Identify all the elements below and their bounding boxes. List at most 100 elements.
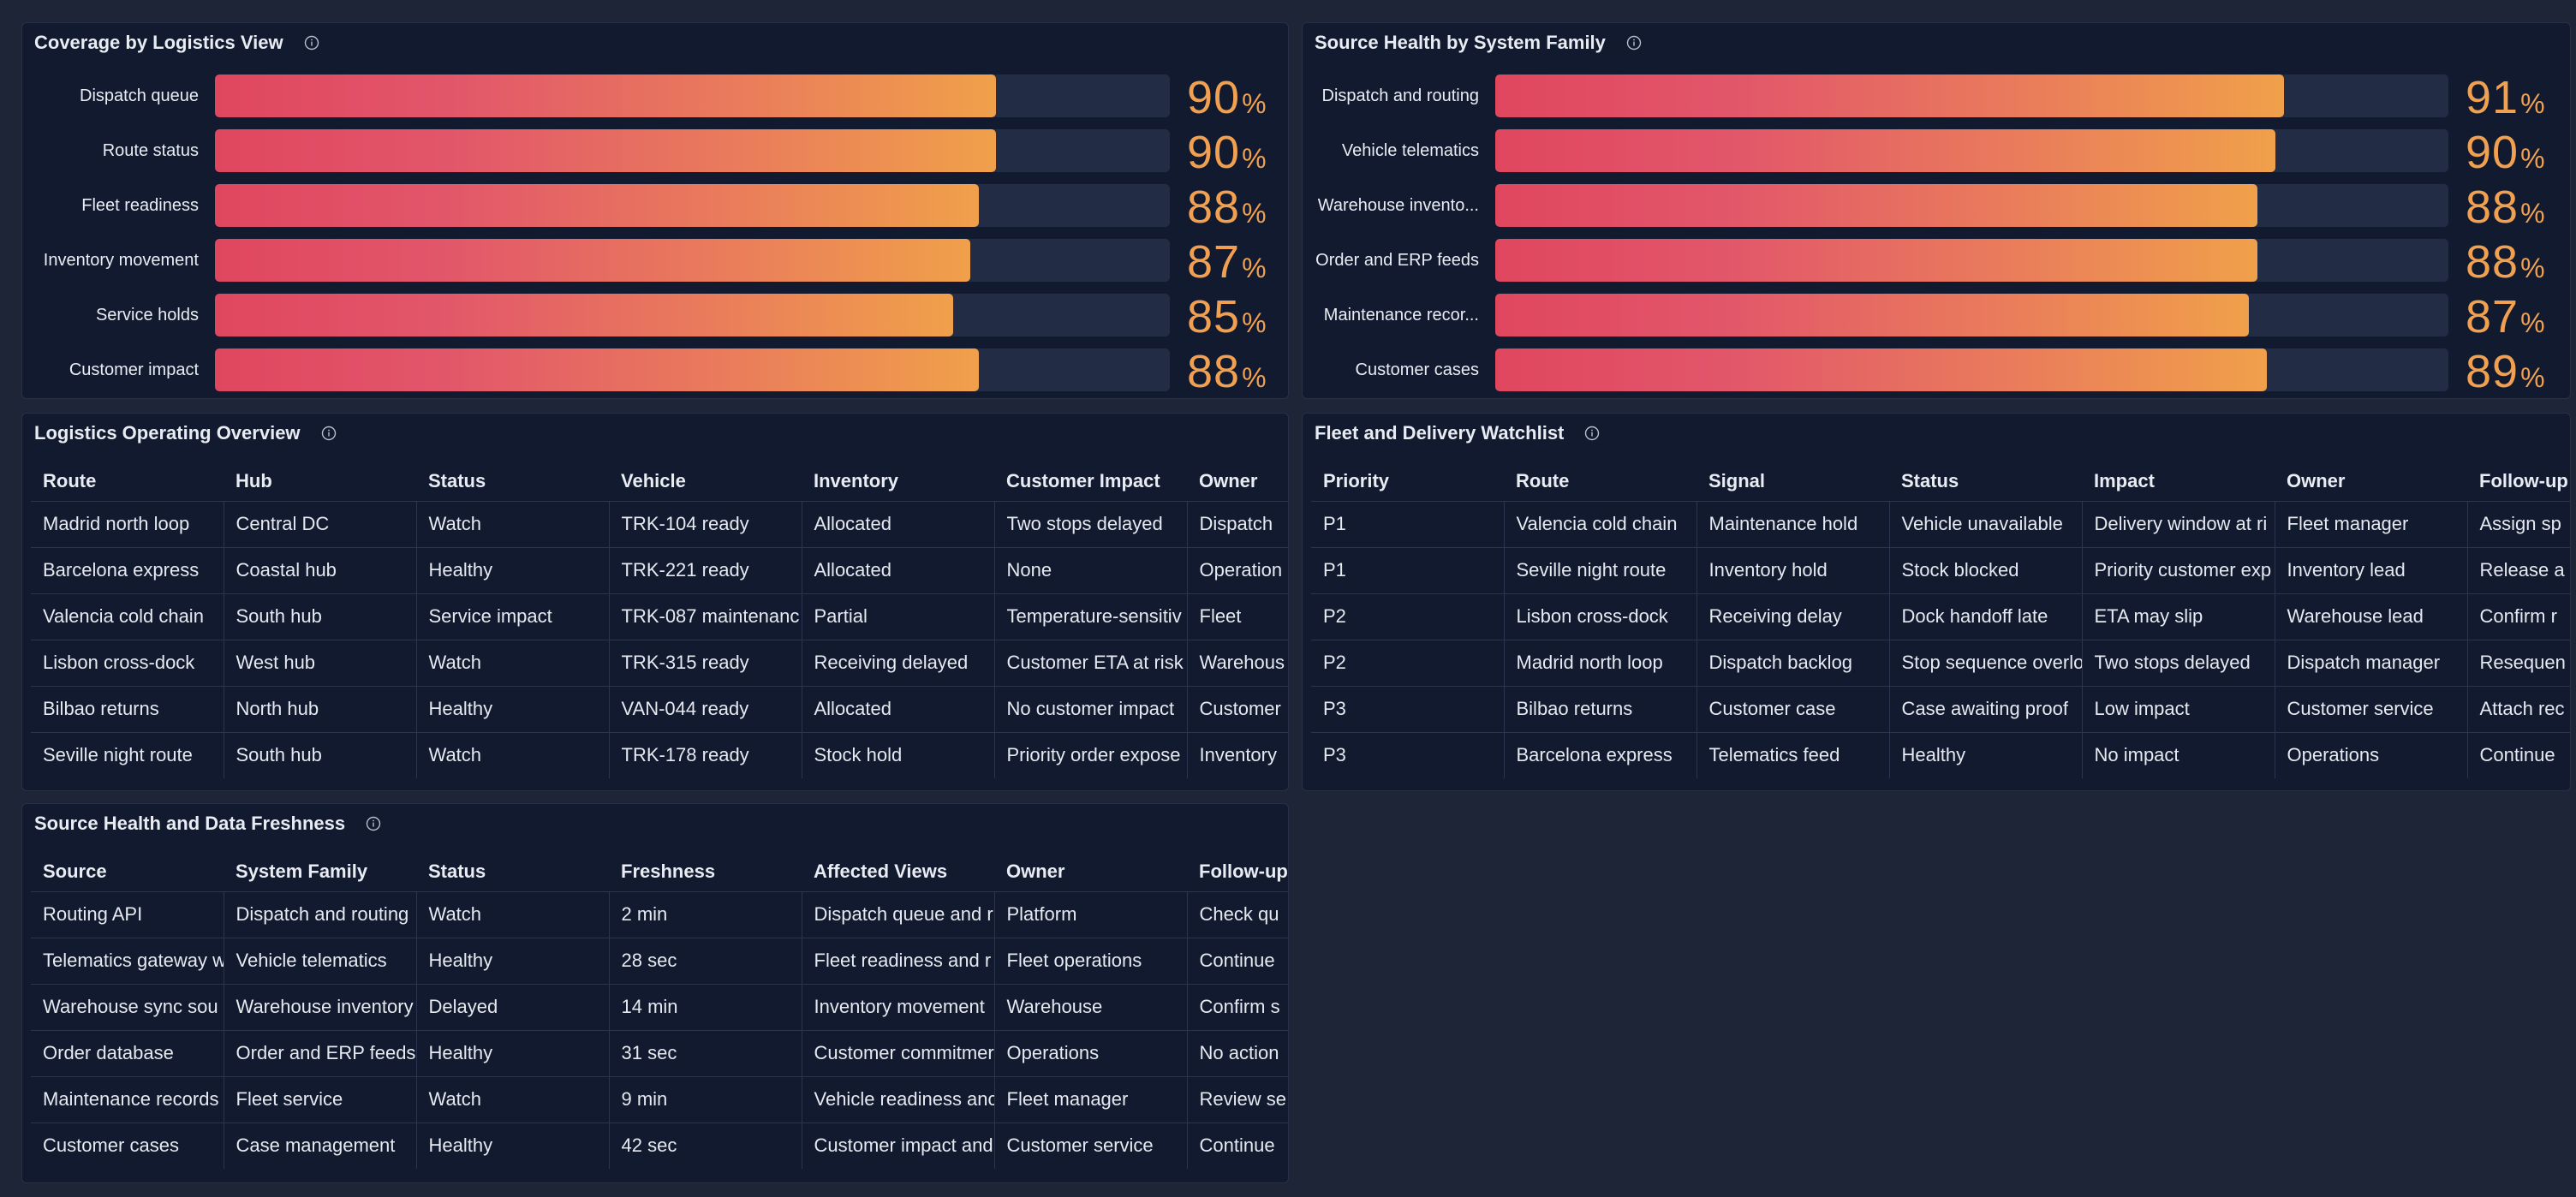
table-row[interactable]: P3 Bilbao returns Customer case Case awaiti…	[1311, 686, 2570, 733]
table-cell: Low impact	[2081, 686, 2275, 733]
table-row[interactable]: Barcelona express Coastal hub Healthy TRK-2…	[31, 547, 1288, 594]
table-row[interactable]: Madrid north loop Central DC Watch TRK-104 …	[31, 501, 1288, 548]
column-header[interactable]: Vehicle	[609, 458, 802, 502]
table-cell: Fleet operations	[993, 938, 1187, 985]
percent-sign: %	[1242, 143, 1267, 174]
column-header[interactable]: Source	[31, 849, 224, 892]
table-cell: Warehouse sync sou	[31, 984, 224, 1031]
table-cell: Release a	[2466, 547, 2570, 594]
table-cell: Dispatch queue and r	[801, 891, 994, 938]
table-cell: Telematics gateway w	[31, 938, 224, 985]
bar-label: Dispatch and routing	[1321, 86, 1479, 105]
table-cell: Operation	[1186, 547, 1288, 594]
bar-row: Inventory movement 87%	[22, 239, 1288, 285]
overview-table: Route Hub Status Vehicle Inventory Customer I…	[31, 458, 1288, 778]
table-row[interactable]: Warehouse sync sou Warehouse inventory Del…	[31, 984, 1288, 1031]
column-header[interactable]: Signal	[1696, 458, 1889, 502]
bar-value-number: 87	[1187, 236, 1241, 288]
column-header[interactable]: Owner	[994, 849, 1187, 892]
column-header[interactable]: Owner	[1187, 458, 1288, 502]
bar-value: 90%	[1187, 129, 1267, 176]
bar-label: Fleet readiness	[81, 196, 199, 215]
table-cell: P1	[1311, 501, 1504, 548]
table-cell: Routing API	[31, 891, 224, 938]
table-cell: Customer	[1186, 686, 1288, 733]
table-cell: 31 sec	[608, 1030, 802, 1077]
bar-fill	[1495, 294, 2250, 336]
column-header[interactable]: Impact	[2082, 458, 2275, 502]
info-icon[interactable]	[1584, 426, 1600, 441]
table-row[interactable]: Routing API Dispatch and routing Watch 2 mi…	[31, 891, 1288, 938]
bar-value-number: 90	[1187, 72, 1241, 123]
table-cell: Fleet	[1186, 593, 1288, 640]
bar-track	[1495, 294, 2448, 336]
column-header[interactable]: Owner	[2275, 458, 2467, 502]
column-header[interactable]: Status	[416, 458, 609, 502]
table-cell: Delayed	[415, 984, 609, 1031]
bar-row: Warehouse invento... 88%	[1303, 184, 2570, 230]
column-header[interactable]: System Family	[224, 849, 416, 892]
bar-label: Route status	[102, 141, 199, 160]
bar-value-number: 85	[1187, 291, 1241, 342]
table-cell: Inventory	[1186, 732, 1288, 778]
table-cell: P1	[1311, 547, 1504, 594]
table-cell: Check qu	[1186, 891, 1288, 938]
percent-sign: %	[1242, 362, 1267, 393]
bar-fill	[1495, 129, 2275, 172]
bar-track	[215, 129, 1170, 172]
column-header[interactable]: Follow-up	[1187, 849, 1288, 892]
table-row[interactable]: Bilbao returns North hub Healthy VAN-044 re…	[31, 686, 1288, 733]
table-cell: Case awaiting proof	[1888, 686, 2082, 733]
table-cell: P3	[1311, 686, 1504, 733]
bar-fill	[1495, 348, 2267, 391]
table-row[interactable]: Valencia cold chain South hub Service impa…	[31, 593, 1288, 640]
info-icon[interactable]	[366, 816, 381, 831]
table-cell: Customer case	[1696, 686, 1889, 733]
column-header[interactable]: Route	[1504, 458, 1696, 502]
column-header[interactable]: Follow-up	[2467, 458, 2570, 502]
table-cell: Maintenance records	[31, 1076, 224, 1123]
column-header[interactable]: Status	[1889, 458, 2082, 502]
bar-value-number: 87	[2466, 291, 2519, 342]
table-header-row: Route Hub Status Vehicle Inventory Customer I…	[31, 458, 1288, 502]
panel-title: Fleet and Delivery Watchlist	[1315, 422, 1565, 444]
table-cell: Telematics feed	[1696, 732, 1889, 778]
column-header[interactable]: Hub	[224, 458, 416, 502]
column-header[interactable]: Freshness	[609, 849, 802, 892]
column-header[interactable]: Priority	[1311, 458, 1504, 502]
info-icon[interactable]	[321, 426, 337, 441]
percent-sign: %	[2520, 143, 2546, 174]
table-row[interactable]: P2 Lisbon cross-dock Receiving delay Dock h…	[1311, 593, 2570, 640]
table-cell: Receiving delayed	[801, 640, 994, 687]
bar-fill	[215, 74, 997, 117]
table-row[interactable]: P2 Madrid north loop Dispatch backlog Stop …	[1311, 640, 2570, 687]
table-cell: Priority customer exp	[2081, 547, 2275, 594]
bar-value: 90%	[1187, 74, 1267, 121]
column-header[interactable]: Customer Impact	[994, 458, 1187, 502]
bar-value: 88%	[2466, 184, 2546, 230]
percent-sign: %	[2520, 198, 2546, 229]
column-header[interactable]: Route	[31, 458, 224, 502]
column-header[interactable]: Status	[416, 849, 609, 892]
table-cell: Priority order expose	[993, 732, 1187, 778]
table-row[interactable]: Order database Order and ERP feeds Healthy…	[31, 1030, 1288, 1077]
table-row[interactable]: P3 Barcelona express Telematics feed Health…	[1311, 732, 2570, 778]
column-header[interactable]: Affected Views	[802, 849, 994, 892]
table-header-row: Source System Family Status Freshness Affect…	[31, 849, 1288, 892]
table-cell: Allocated	[801, 547, 994, 594]
table-cell: Assign sp	[2466, 501, 2570, 548]
table-row[interactable]: Seville night route South hub Watch TRK-178…	[31, 732, 1288, 778]
table-row[interactable]: Lisbon cross-dock West hub Watch TRK-315 re…	[31, 640, 1288, 687]
table-cell: Customer cases	[43, 1134, 179, 1157]
percent-sign: %	[1242, 307, 1267, 338]
table-cell: None	[993, 547, 1187, 594]
table-row[interactable]: Maintenance records Fleet service Watch 9 m…	[31, 1076, 1288, 1123]
info-icon[interactable]	[1626, 35, 1642, 51]
table-row[interactable]: P1 Seville night route Inventory hold Stock…	[1311, 547, 2570, 594]
table-row[interactable]: P1 Valencia cold chain Maintenance hold Veh…	[1311, 501, 2570, 548]
info-icon[interactable]	[304, 35, 319, 51]
table-cell: Watch	[415, 891, 609, 938]
column-header[interactable]: Inventory	[802, 458, 994, 502]
table-row[interactable]: Customer cases Case management Healthy 42 s…	[31, 1123, 1288, 1169]
table-row[interactable]: Telematics gateway w Vehicle telematics He…	[31, 938, 1288, 985]
